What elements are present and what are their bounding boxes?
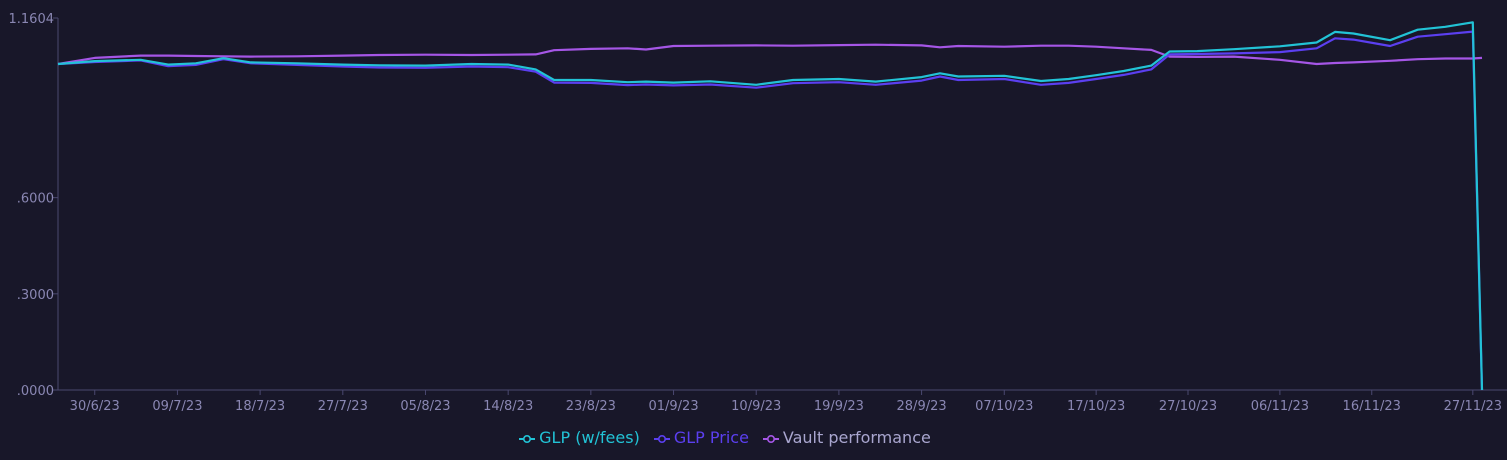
x-tick-label: 05/8/23 <box>400 399 450 414</box>
x-tick-label: 10/9/23 <box>731 399 781 414</box>
y-tick-label: 1.1604 <box>9 12 55 27</box>
y-tick-label: .0000 <box>17 384 54 399</box>
series-line-vault-performance <box>57 43 1483 66</box>
x-tick-label: 27/10/23 <box>1159 399 1217 414</box>
legend-item-glp-price[interactable]: GLP Price <box>653 428 749 447</box>
series-lines <box>57 21 1484 391</box>
legend-label: GLP Price <box>673 428 749 447</box>
x-tick-label: 19/9/23 <box>814 399 864 414</box>
x-tick-label: 17/10/23 <box>1067 399 1125 414</box>
x-tick-label: 01/9/23 <box>648 399 698 414</box>
x-tick-label: 23/8/23 <box>566 399 616 414</box>
legend-label: GLP (w/fees) <box>539 428 640 447</box>
legend-marker-icon <box>762 431 779 445</box>
x-tick-label: 06/11/23 <box>1251 399 1309 414</box>
x-tick-label: 07/10/23 <box>975 399 1033 414</box>
x-tick-label: 16/11/23 <box>1343 399 1401 414</box>
x-tick-label: 30/6/23 <box>70 399 120 414</box>
series-line-glp-w-fees <box>57 21 1484 391</box>
x-tick-label: 09/7/23 <box>152 399 202 414</box>
x-tick-label: 28/9/23 <box>897 399 947 414</box>
legend-item-vault-performance[interactable]: Vault performance <box>762 428 931 447</box>
x-tick-label: 18/7/23 <box>235 399 285 414</box>
y-tick-label: .6000 <box>17 192 54 207</box>
legend: GLP (w/fees) GLP Price Vault performance <box>0 428 1450 447</box>
x-tick-label: 14/8/23 <box>483 399 533 414</box>
legend-marker-icon <box>653 431 670 445</box>
y-tick-label: .3000 <box>17 288 54 303</box>
x-tick-label: 27/7/23 <box>318 399 368 414</box>
axes: .0000 .3000 .6000 1.1604 30/6/23 09/7/23 18/7/… <box>9 12 1507 414</box>
x-tick-label: 27/11/23 <box>1444 399 1502 414</box>
legend-marker-icon <box>519 431 536 445</box>
legend-item-glp-fees[interactable]: GLP (w/fees) <box>519 428 640 447</box>
series-line-glp-price <box>57 30 1484 391</box>
legend-label: Vault performance <box>782 428 931 447</box>
